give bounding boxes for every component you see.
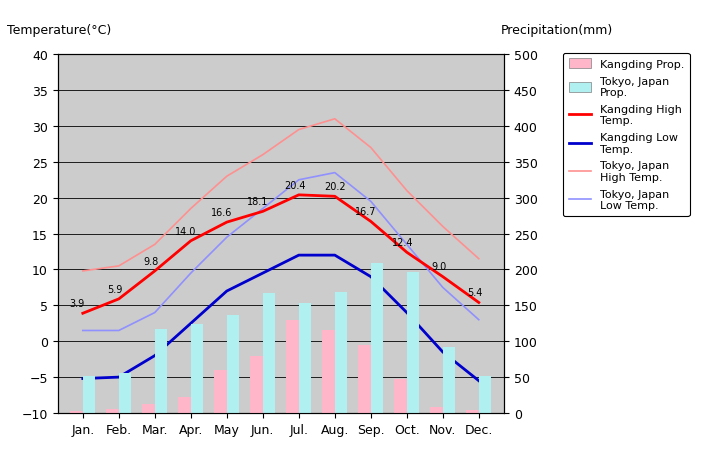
Bar — [299, 303, 311, 413]
Kangding High
Temp. — [186, 239, 195, 244]
Bar — [263, 293, 275, 413]
Bar — [191, 325, 203, 413]
Bar — [119, 373, 131, 413]
Kangding Low
Temp. — [330, 253, 339, 258]
Kangding Low
Temp. — [150, 353, 159, 358]
Text: 5.4: 5.4 — [467, 288, 483, 298]
Tokyo, Japan
High Temp. — [78, 269, 87, 274]
Tokyo, Japan
Low Temp. — [222, 235, 231, 241]
Bar — [407, 272, 419, 413]
Bar — [142, 404, 155, 413]
Bar — [394, 379, 407, 413]
Tokyo, Japan
Low Temp. — [474, 317, 483, 323]
Line: Kangding Low
Temp.: Kangding Low Temp. — [83, 256, 479, 381]
Bar — [155, 329, 167, 413]
Text: Temperature(°C): Temperature(°C) — [7, 24, 112, 37]
Tokyo, Japan
High Temp. — [330, 117, 339, 122]
Text: 14.0: 14.0 — [175, 226, 196, 236]
Bar — [371, 263, 383, 413]
Tokyo, Japan
High Temp. — [114, 263, 123, 269]
Text: 9.8: 9.8 — [143, 256, 159, 266]
Text: 5.9: 5.9 — [107, 284, 123, 294]
Line: Kangding High
Temp.: Kangding High Temp. — [83, 196, 479, 313]
Text: 16.7: 16.7 — [355, 207, 376, 217]
Kangding Low
Temp. — [114, 375, 123, 380]
Bar — [335, 293, 347, 413]
Bar — [466, 411, 479, 413]
Bar — [251, 356, 263, 413]
Kangding Low
Temp. — [258, 271, 267, 276]
Kangding High
Temp. — [366, 219, 375, 224]
Bar — [107, 409, 119, 413]
Bar — [287, 320, 299, 413]
Tokyo, Japan
High Temp. — [474, 257, 483, 262]
Bar — [179, 397, 191, 413]
Kangding Low
Temp. — [294, 253, 303, 258]
Kangding High
Temp. — [258, 209, 267, 215]
Text: 3.9: 3.9 — [70, 298, 85, 308]
Text: 20.4: 20.4 — [284, 180, 306, 190]
Legend: Kangding Prop., Tokyo, Japan
Prop., Kangding High
Temp., Kangding Low
Temp., Tok: Kangding Prop., Tokyo, Japan Prop., Kang… — [563, 53, 690, 216]
Bar — [83, 376, 95, 413]
Bar — [430, 408, 443, 413]
Text: 16.6: 16.6 — [211, 207, 232, 218]
Text: 20.2: 20.2 — [324, 182, 346, 192]
Tokyo, Japan
Low Temp. — [294, 178, 303, 183]
Kangding Low
Temp. — [474, 378, 483, 384]
Tokyo, Japan
Low Temp. — [114, 328, 123, 334]
Bar — [479, 376, 491, 413]
Kangding Low
Temp. — [78, 376, 87, 381]
Kangding High
Temp. — [114, 297, 123, 302]
Bar — [227, 315, 239, 413]
Line: Tokyo, Japan
High Temp.: Tokyo, Japan High Temp. — [83, 119, 479, 271]
Text: 9.0: 9.0 — [431, 262, 447, 272]
Tokyo, Japan
High Temp. — [438, 224, 447, 230]
Kangding High
Temp. — [150, 269, 159, 274]
Bar — [215, 370, 227, 413]
Tokyo, Japan
High Temp. — [402, 188, 411, 194]
Kangding High
Temp. — [438, 274, 447, 280]
Bar — [323, 331, 335, 413]
Kangding Low
Temp. — [222, 289, 231, 294]
Tokyo, Japan
Low Temp. — [330, 170, 339, 176]
Tokyo, Japan
Low Temp. — [438, 285, 447, 291]
Text: Precipitation(mm): Precipitation(mm) — [500, 24, 613, 37]
Kangding High
Temp. — [294, 193, 303, 198]
Tokyo, Japan
Low Temp. — [402, 242, 411, 247]
Tokyo, Japan
Low Temp. — [150, 310, 159, 316]
Tokyo, Japan
High Temp. — [222, 174, 231, 179]
Kangding Low
Temp. — [366, 274, 375, 280]
Tokyo, Japan
High Temp. — [366, 146, 375, 151]
Kangding Low
Temp. — [186, 321, 195, 326]
Text: 12.4: 12.4 — [392, 238, 414, 247]
Text: 18.1: 18.1 — [247, 197, 268, 207]
Bar — [443, 347, 455, 413]
Tokyo, Japan
High Temp. — [186, 206, 195, 212]
Tokyo, Japan
Low Temp. — [258, 206, 267, 212]
Kangding Low
Temp. — [438, 349, 447, 355]
Kangding High
Temp. — [78, 311, 87, 316]
Tokyo, Japan
Low Temp. — [366, 199, 375, 205]
Tokyo, Japan
High Temp. — [294, 128, 303, 133]
Tokyo, Japan
Low Temp. — [78, 328, 87, 334]
Kangding Low
Temp. — [402, 310, 411, 316]
Kangding High
Temp. — [402, 250, 411, 256]
Line: Tokyo, Japan
Low Temp.: Tokyo, Japan Low Temp. — [83, 173, 479, 331]
Tokyo, Japan
Low Temp. — [186, 271, 195, 276]
Bar — [71, 411, 83, 413]
Kangding High
Temp. — [474, 300, 483, 306]
Bar — [359, 345, 371, 413]
Kangding High
Temp. — [330, 194, 339, 200]
Tokyo, Japan
High Temp. — [150, 242, 159, 247]
Kangding High
Temp. — [222, 220, 231, 225]
Tokyo, Japan
High Temp. — [258, 152, 267, 158]
